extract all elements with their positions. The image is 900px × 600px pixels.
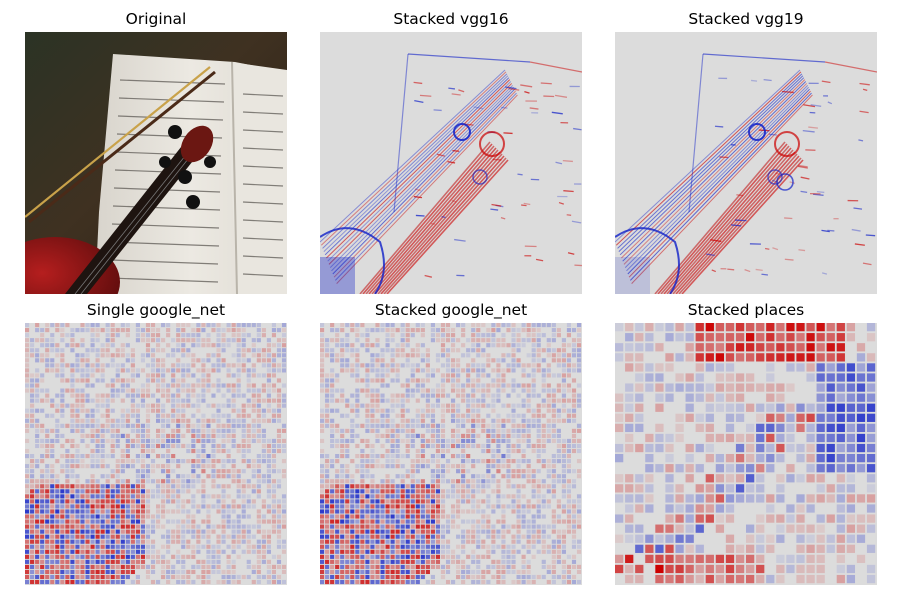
violin-photo — [25, 32, 287, 294]
saliency-map — [615, 323, 877, 585]
heatmap-single-google-net — [25, 323, 287, 585]
panel-title-stacked-places: Stacked places — [687, 301, 805, 319]
original-image — [25, 32, 287, 294]
saliency-map — [615, 32, 877, 294]
heatmap-stacked-vgg16 — [320, 32, 582, 294]
saliency-map — [320, 323, 582, 585]
panel-title-stacked-google-net: Stacked google_net — [374, 301, 528, 319]
heatmap-stacked-places — [615, 323, 877, 585]
saliency-map — [320, 32, 582, 294]
panel-title-single-google-net: Single google_net — [86, 301, 226, 319]
heatmap-stacked-vgg19 — [615, 32, 877, 294]
heatmap-stacked-google-net — [320, 323, 582, 585]
panel-title-stacked-vgg16: Stacked vgg16 — [393, 10, 509, 28]
panel-title-original: Original — [125, 10, 187, 28]
panel-title-stacked-vgg19: Stacked vgg19 — [688, 10, 804, 28]
saliency-map — [25, 323, 287, 585]
